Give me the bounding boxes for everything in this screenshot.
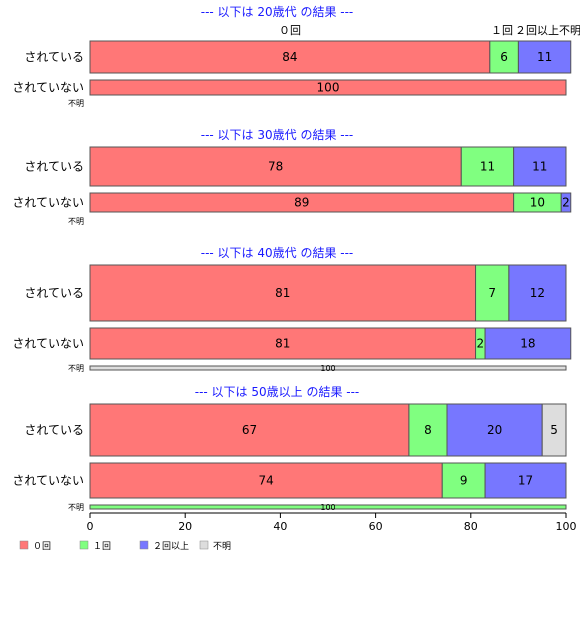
row-label: 不明	[68, 99, 84, 108]
bar-segment	[89, 146, 462, 187]
group-title-2: --- 以下は 40歳代 の結果 ---	[201, 246, 354, 260]
bar-segment	[560, 192, 572, 213]
row-label: されている	[24, 160, 84, 174]
legend-label: １回	[93, 541, 111, 552]
data-label: 74	[258, 474, 273, 488]
data-label: 2	[476, 337, 484, 351]
row-label: されている	[24, 50, 84, 64]
row-label: 不明	[68, 503, 84, 512]
legend-swatch	[19, 540, 29, 550]
data-label: 11	[537, 50, 552, 64]
bar-segment	[89, 327, 477, 360]
data-label: 20	[487, 423, 502, 437]
x-tick-label: 20	[178, 520, 192, 533]
legend-swatch	[139, 540, 149, 550]
bar-segment	[89, 462, 443, 499]
data-label: 100	[320, 364, 335, 373]
data-label: 67	[242, 423, 257, 437]
row-label: されていない	[12, 196, 84, 210]
data-label: 81	[275, 286, 290, 300]
data-label: 2	[562, 196, 570, 210]
legend-swatch	[79, 540, 89, 550]
bar-segment	[517, 40, 572, 74]
category-header-0: ０回	[279, 24, 301, 37]
x-tick-label: 40	[273, 520, 287, 533]
bar-segment	[89, 403, 410, 457]
bar-segment	[89, 40, 491, 74]
group-title-0: --- 以下は 20歳代 の結果 ---	[201, 5, 354, 19]
data-label: 17	[518, 474, 533, 488]
bar-segment	[489, 40, 519, 74]
row-label: されていない	[12, 337, 84, 351]
data-label: 18	[520, 337, 535, 351]
bar-segment	[408, 403, 448, 457]
category-header-2: ２回以上不明	[515, 24, 580, 37]
bar-segment	[89, 504, 567, 510]
category-header-1: １回	[491, 24, 513, 37]
data-label: 5	[550, 423, 558, 437]
bar-segment	[89, 365, 567, 371]
data-label: 7	[488, 286, 496, 300]
data-label: 81	[275, 337, 290, 351]
data-label: 100	[317, 81, 340, 95]
x-tick-label: 0	[87, 520, 94, 533]
bar-segment	[508, 264, 567, 322]
bar-segment	[441, 462, 486, 499]
bar-segment	[460, 146, 515, 187]
data-label: 8	[424, 423, 432, 437]
x-tick-label: 60	[369, 520, 383, 533]
group-title-3: --- 以下は 50歳以上 の結果 ---	[195, 385, 360, 399]
row-label: されている	[24, 286, 84, 300]
row-label: 不明	[68, 364, 84, 373]
bar-segment	[513, 146, 567, 187]
data-label: 11	[532, 160, 547, 174]
data-label: 84	[282, 50, 297, 64]
group-title-1: --- 以下は 30歳代 の結果 ---	[201, 128, 354, 142]
legend-swatch	[199, 540, 209, 550]
bar-segment	[484, 327, 572, 360]
legend-label: 不明	[213, 541, 231, 552]
bar-segment	[475, 264, 510, 322]
data-label: 10	[530, 196, 545, 210]
x-tick-label: 100	[556, 520, 577, 533]
legend-label: ２回以上	[153, 541, 189, 552]
data-label: 89	[294, 196, 309, 210]
row-label: 不明	[68, 217, 84, 226]
data-label: 100	[320, 503, 335, 512]
bar-segment	[541, 403, 567, 457]
legend-label: ０回	[33, 541, 51, 552]
data-label: 78	[268, 160, 283, 174]
row-label: されていない	[12, 474, 84, 488]
data-label: 12	[530, 286, 545, 300]
bar-segment	[484, 462, 567, 499]
row-label: されている	[24, 423, 84, 437]
x-tick-label: 80	[464, 520, 478, 533]
data-label: 11	[480, 160, 495, 174]
bar-segment	[446, 403, 543, 457]
bar-segment	[89, 79, 567, 96]
data-label: 6	[500, 50, 508, 64]
bar-segment	[89, 264, 477, 322]
data-label: 9	[460, 474, 468, 488]
row-label: されていない	[12, 81, 84, 95]
